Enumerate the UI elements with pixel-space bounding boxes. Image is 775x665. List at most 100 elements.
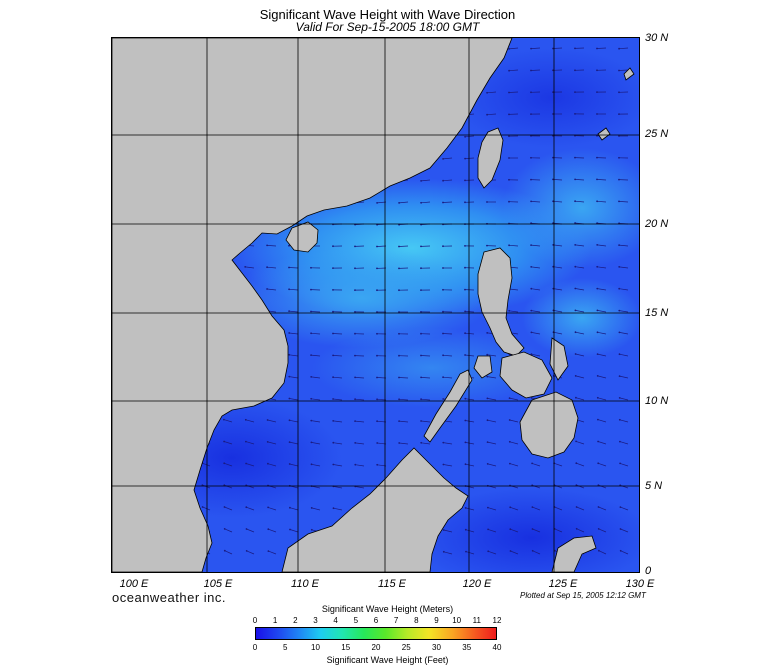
wave-arrow-head bbox=[464, 266, 466, 269]
wave-arrow-head bbox=[442, 288, 444, 291]
wave-arrow bbox=[553, 266, 563, 269]
wave-arrow-head bbox=[376, 376, 378, 379]
wave-arrow-head bbox=[552, 156, 554, 159]
wave-arrow bbox=[442, 201, 453, 203]
wave-arrow-head bbox=[597, 440, 599, 443]
wave-arrow-head bbox=[530, 47, 532, 50]
wave-arrow bbox=[421, 201, 431, 204]
wave-arrow bbox=[553, 244, 563, 247]
wave-arrow-head bbox=[618, 178, 620, 181]
wave-arrow-head bbox=[288, 288, 290, 291]
wave-arrow bbox=[619, 47, 629, 50]
meter-tick: 6 bbox=[373, 616, 379, 625]
wave-arrow-head bbox=[398, 245, 400, 248]
wave-arrow bbox=[267, 419, 277, 423]
wave-arrow-head bbox=[398, 202, 400, 204]
lat-label-10n: 10 N bbox=[645, 395, 669, 407]
wave-arrow-head bbox=[509, 528, 512, 531]
feet-tick: 40 bbox=[492, 643, 502, 652]
wave-arrow-head bbox=[267, 462, 269, 465]
wave-arrow bbox=[355, 420, 365, 423]
wave-arrow bbox=[223, 441, 233, 445]
wave-arrow bbox=[267, 266, 277, 269]
wave-arrow-head bbox=[288, 332, 291, 334]
wave-arrow-head bbox=[310, 441, 313, 444]
wave-arrow bbox=[510, 550, 519, 555]
wave-arrow-head bbox=[486, 332, 489, 334]
wave-arrow-head bbox=[376, 289, 378, 292]
lon-label-110e: 110 E bbox=[291, 578, 319, 590]
colorbar-meter-ticks: 0 1 2 3 4 5 6 7 8 9 10 11 12 bbox=[253, 616, 502, 626]
wave-arrow-head bbox=[598, 549, 600, 552]
wave-arrow-head bbox=[596, 309, 599, 312]
feet-tick: 35 bbox=[462, 643, 472, 652]
wave-arrow bbox=[377, 442, 387, 445]
wave-arrow bbox=[333, 355, 343, 357]
wave-arrow bbox=[509, 288, 519, 291]
wave-arrow-head bbox=[509, 506, 512, 509]
wave-arrow-head bbox=[574, 375, 577, 377]
wave-arrow bbox=[487, 376, 497, 379]
wave-arrow bbox=[597, 353, 607, 357]
wave-arrow bbox=[245, 419, 255, 423]
wave-map bbox=[111, 37, 640, 573]
wave-arrow-head bbox=[486, 91, 488, 94]
wave-arrow-head bbox=[596, 396, 599, 399]
wave-arrow-head bbox=[420, 289, 422, 291]
wave-arrow-head bbox=[552, 178, 554, 181]
wave-arrow bbox=[576, 484, 585, 489]
wave-arrow bbox=[398, 377, 409, 379]
wave-arrow-head bbox=[442, 310, 444, 313]
wave-arrow-head bbox=[332, 441, 335, 444]
wave-arrow-head bbox=[575, 440, 577, 443]
wave-arrow bbox=[267, 507, 277, 511]
wave-arrow bbox=[575, 200, 585, 203]
wave-arrow-head bbox=[530, 287, 533, 290]
wave-arrow-head bbox=[618, 418, 621, 421]
samar-island bbox=[549, 337, 569, 381]
wave-arrow bbox=[245, 441, 255, 445]
wave-arrow bbox=[598, 462, 607, 467]
wave-arrow-head bbox=[266, 266, 268, 269]
hainan-island bbox=[285, 221, 319, 253]
wave-arrow-head bbox=[288, 397, 291, 400]
meter-tick: 7 bbox=[393, 616, 399, 625]
wave-arrow-head bbox=[245, 462, 248, 465]
meter-tick: 4 bbox=[333, 616, 338, 625]
wave-arrow-head bbox=[530, 113, 532, 115]
wave-arrow-head bbox=[442, 179, 444, 182]
wave-arrow-head bbox=[486, 463, 489, 465]
wave-arrow-head bbox=[332, 376, 334, 379]
wave-arrow-head bbox=[575, 396, 577, 399]
wave-arrow-head bbox=[596, 222, 598, 225]
wave-arrow bbox=[575, 288, 585, 291]
wave-arrow bbox=[532, 528, 541, 533]
wave-arrow bbox=[487, 91, 497, 94]
wave-arrow bbox=[377, 398, 387, 401]
wave-arrow-head bbox=[442, 332, 444, 335]
wave-arrow-head bbox=[618, 397, 621, 399]
wave-arrow bbox=[620, 506, 629, 511]
wave-arrow-head bbox=[420, 354, 422, 357]
wave-arrow-head bbox=[508, 91, 510, 94]
wave-arrow-head bbox=[508, 113, 510, 116]
wave-arrow bbox=[575, 353, 585, 357]
wave-arrow-head bbox=[376, 245, 378, 248]
wave-arrow-head bbox=[244, 418, 247, 421]
wave-arrow-head bbox=[442, 267, 444, 269]
wave-arrow-head bbox=[442, 463, 445, 466]
wave-arrow-head bbox=[596, 244, 599, 246]
wave-arrow-head bbox=[266, 441, 269, 443]
wave-arrow-head bbox=[596, 375, 599, 377]
wave-arrow bbox=[465, 135, 475, 138]
wave-arrow-head bbox=[618, 353, 621, 356]
wave-arrow bbox=[267, 463, 277, 467]
wave-arrow-head bbox=[618, 309, 621, 312]
wave-arrow bbox=[399, 201, 409, 204]
wave-arrow-head bbox=[486, 375, 489, 378]
wave-arrow-head bbox=[486, 244, 488, 247]
wave-arrow bbox=[553, 288, 563, 291]
wave-arrow bbox=[443, 179, 453, 182]
wave-arrow-head bbox=[398, 311, 400, 313]
wave-arrow bbox=[487, 441, 497, 445]
